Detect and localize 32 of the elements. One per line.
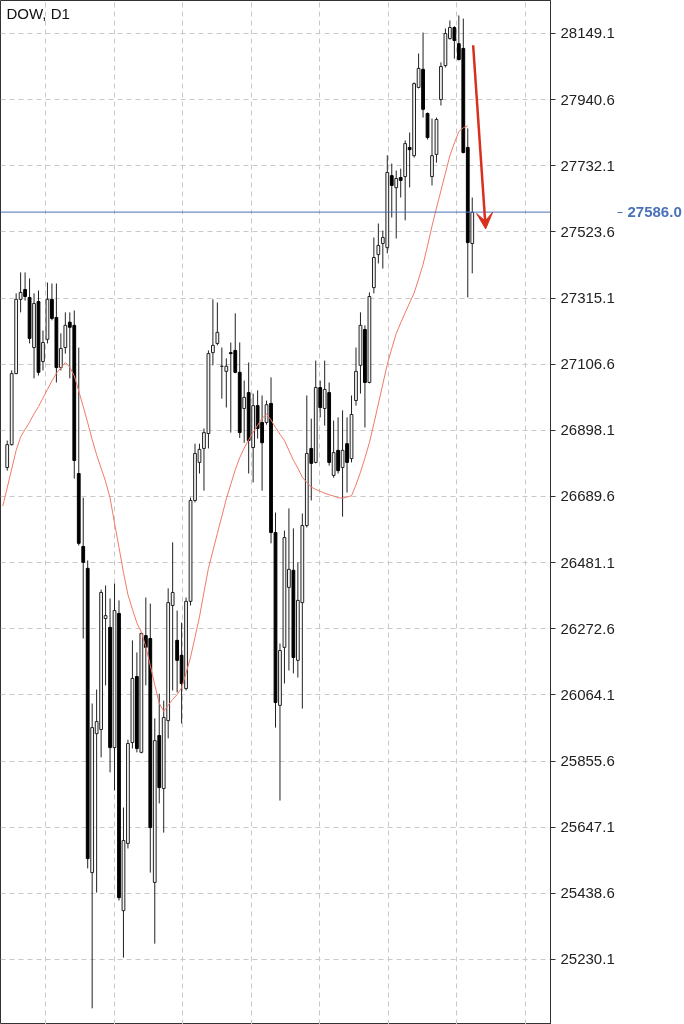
candlestick: [228, 342, 233, 434]
y-tick-label: 28149.1: [560, 24, 615, 42]
y-tick-label: 25438.6: [560, 884, 615, 902]
ref-line-label: 27586.0: [627, 203, 682, 221]
y-tick-label: 26481.1: [560, 553, 615, 571]
y-tick-label: 26898.1: [560, 421, 615, 439]
candlestick: [81, 497, 86, 639]
y-tick-label: 26064.1: [560, 685, 615, 703]
y-tick-label: 25855.6: [560, 752, 615, 770]
y-tick-label: 27732.1: [560, 156, 615, 174]
candlestick: [394, 170, 399, 239]
candlestick: [23, 271, 27, 302]
y-tick-label: 25647.1: [560, 818, 615, 836]
y-tick-label: 27940.6: [560, 90, 615, 108]
candlestick: [211, 298, 215, 366]
candlestick: [452, 25, 457, 60]
chart-title: DOW, D1: [6, 4, 70, 22]
y-tick-label: 27315.1: [560, 289, 615, 307]
candlestick: [331, 420, 336, 479]
candlestick: [242, 380, 247, 444]
y-tick-label: 26689.6: [560, 487, 615, 505]
y-tick-label: 26272.6: [560, 619, 615, 637]
line-series: [2, 125, 469, 712]
candlestick: [264, 400, 269, 426]
candlestick: [224, 357, 229, 409]
candlestick: [322, 360, 327, 427]
candlestick: [175, 610, 180, 693]
candlestick: [340, 409, 345, 518]
y-tick-label: 25230.1: [560, 950, 615, 968]
candlestick: [398, 168, 403, 199]
y-tick-label: 27106.6: [560, 355, 615, 373]
y-tick-label: 27523.6: [560, 222, 615, 240]
